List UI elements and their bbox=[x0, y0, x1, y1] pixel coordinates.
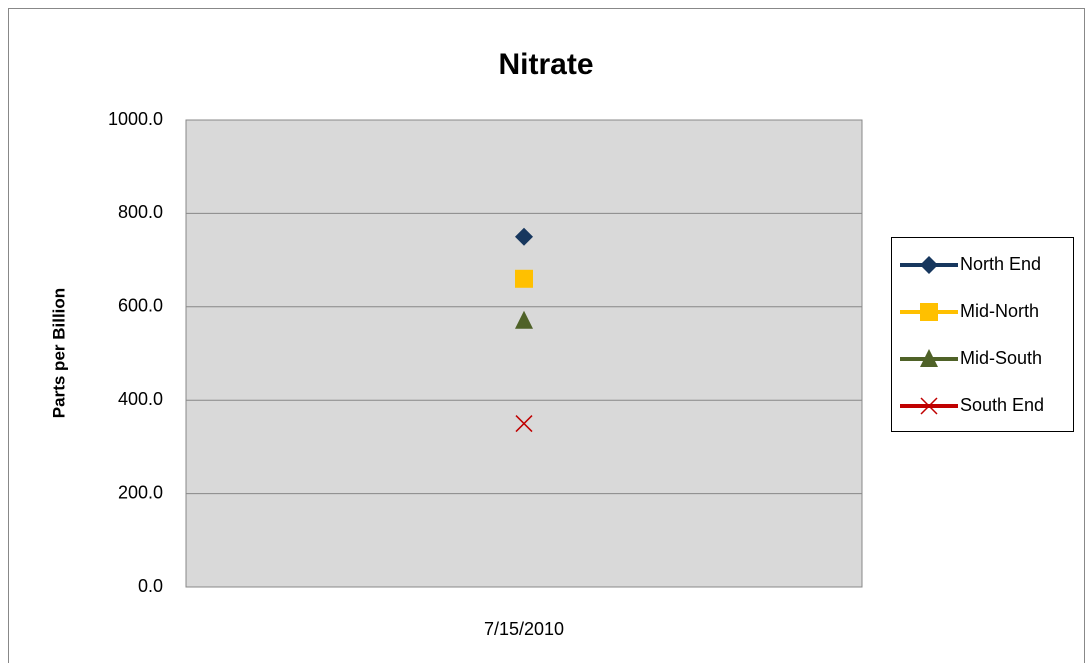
legend-label: Mid-South bbox=[960, 348, 1042, 368]
chart-title: Nitrate bbox=[498, 48, 593, 81]
y-tick-label: 200.0 bbox=[118, 482, 163, 502]
data-point bbox=[515, 415, 533, 433]
y-tick-label: 0.0 bbox=[138, 576, 163, 596]
data-point bbox=[515, 310, 533, 329]
legend-marker bbox=[920, 349, 938, 367]
x-tick-label: 7/15/2010 bbox=[484, 619, 564, 639]
y-axis-title: Parts per Billion bbox=[49, 288, 68, 418]
legend-marker bbox=[920, 303, 938, 321]
legend-marker bbox=[920, 256, 938, 274]
legend-marker bbox=[920, 397, 938, 415]
y-tick-label: 400.0 bbox=[118, 389, 163, 409]
y-tick-label: 800.0 bbox=[118, 202, 163, 222]
y-tick-label: 1000.0 bbox=[108, 109, 163, 129]
legend-label: Mid-North bbox=[960, 301, 1039, 321]
plot-area bbox=[185, 119, 863, 588]
data-point bbox=[515, 227, 533, 246]
legend-label: North End bbox=[960, 254, 1041, 274]
legend-label: South End bbox=[960, 395, 1044, 415]
y-tick-label: 600.0 bbox=[118, 296, 163, 316]
data-point bbox=[515, 269, 533, 288]
